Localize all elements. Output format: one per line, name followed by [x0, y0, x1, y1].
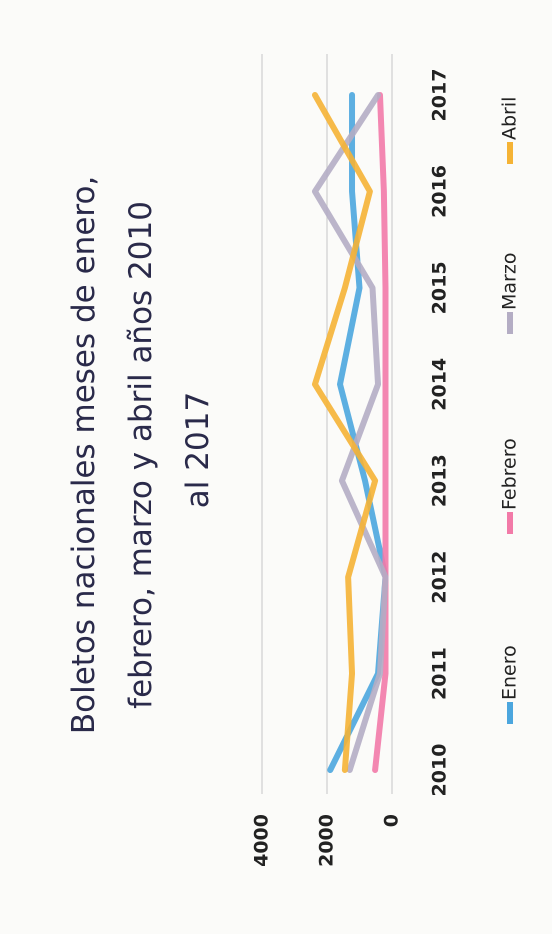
legend-label: Enero [499, 645, 521, 700]
x-tick-label: 2014 [429, 358, 451, 411]
x-tick-label: 2010 [429, 744, 451, 797]
y-tick-label: 4000 [251, 814, 273, 867]
series-line [372, 92, 389, 773]
chart-title: Boletos nacionales meses de enero, febre… [66, 166, 216, 734]
series-line [311, 92, 389, 773]
x-tick-label: 2015 [429, 261, 451, 314]
legend-item: Febrero [499, 438, 521, 534]
x-tick-label: 2011 [429, 647, 451, 700]
x-tick-label: 2012 [429, 551, 451, 604]
legend-item: Abril [499, 97, 521, 164]
x-tick-label: 2017 [429, 69, 451, 122]
legend-label: Febrero [499, 438, 521, 510]
legend-item: Enero [499, 645, 521, 724]
series-line [311, 92, 379, 773]
y-tick-label: 2000 [316, 814, 338, 867]
y-tick-label: 0 [381, 814, 403, 827]
legend-item: Marzo [499, 253, 521, 334]
x-tick-label: 2016 [429, 165, 451, 218]
legend-label: Abril [499, 97, 521, 140]
x-tick-label: 2013 [429, 454, 451, 507]
legend-label: Marzo [499, 253, 521, 310]
